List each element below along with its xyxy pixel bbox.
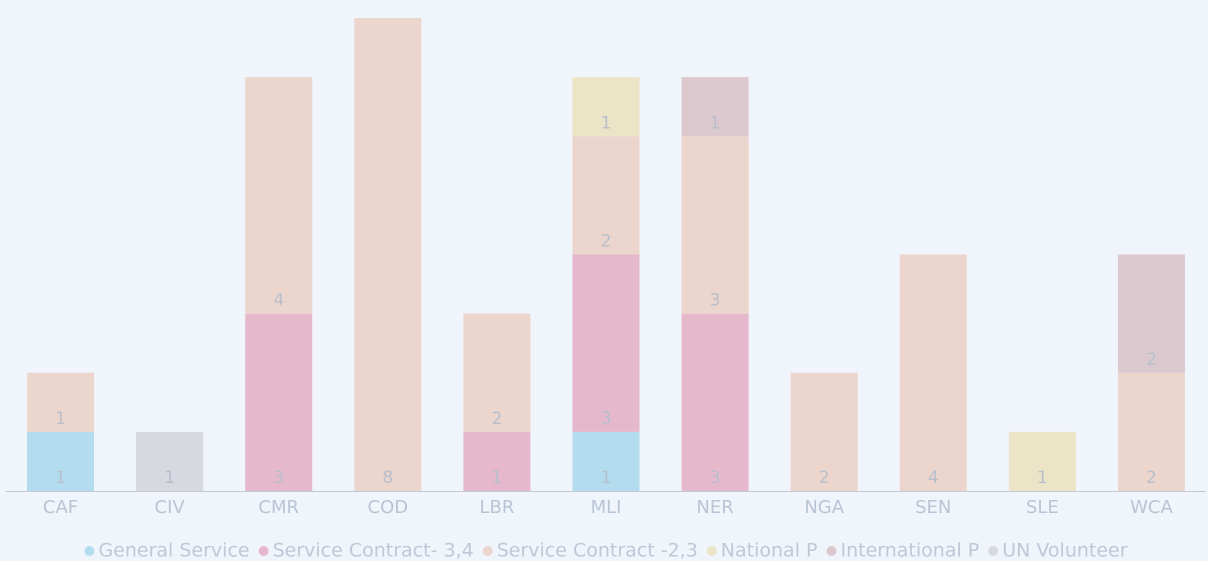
value-label: 4 (273, 291, 284, 311)
x-tick-label: NER (696, 497, 733, 518)
value-label: 8 (382, 468, 393, 488)
legend-label: General Service (98, 540, 249, 561)
x-tick-label: CIV (155, 497, 186, 518)
value-label: 3 (273, 468, 284, 488)
value-label: 1 (601, 113, 612, 133)
x-tick-label: CAF (43, 497, 78, 518)
value-label: 4 (928, 468, 939, 488)
legend-label: Service Contract- 3,4 (273, 540, 474, 561)
legend-label: UN Volunteer (1002, 540, 1127, 561)
bar-segment (572, 77, 640, 137)
x-tick-label: SLE (1026, 497, 1059, 518)
bar-segment (463, 431, 531, 491)
value-label: 2 (491, 409, 502, 429)
bar-segment (681, 136, 749, 314)
legend-label: International P (840, 540, 979, 561)
bar-segment (1117, 372, 1185, 491)
bar-segment (27, 431, 95, 491)
value-label: 1 (601, 468, 612, 488)
legend-marker (988, 546, 999, 556)
legend-marker (258, 546, 269, 556)
bar-segment (1008, 431, 1076, 491)
legend-marker (84, 546, 95, 556)
x-tick-label: WCA (1130, 497, 1173, 518)
value-label: 3 (710, 291, 721, 311)
bar-segment (463, 313, 531, 432)
value-label: 1 (55, 409, 66, 429)
x-tick-label: CMR (258, 497, 299, 518)
bar-segment (681, 77, 749, 137)
bar-segment (245, 77, 313, 314)
legend-label: Service Contract -2,3 (497, 540, 698, 561)
value-label: 1 (710, 113, 721, 133)
value-label: 1 (1037, 468, 1048, 488)
bar-segment (354, 18, 422, 491)
x-tick-label: COD (368, 497, 409, 518)
value-label: 1 (164, 468, 175, 488)
value-label: 2 (1146, 350, 1157, 370)
x-tick-label: SEN (915, 497, 951, 518)
bar-segment (136, 431, 204, 491)
bar-segment (245, 313, 313, 491)
bar-segment (27, 372, 95, 432)
value-label: 2 (819, 468, 830, 488)
value-label: 2 (601, 232, 612, 252)
bar-segment (681, 313, 749, 491)
value-label: 1 (55, 468, 66, 488)
value-label: 1 (491, 468, 502, 488)
value-label: 2 (1146, 468, 1157, 488)
x-tick-label: LBR (479, 497, 514, 518)
legend-label: National P (721, 540, 818, 561)
bar-segment (1117, 254, 1185, 373)
value-label: 3 (710, 468, 721, 488)
x-tick-label: NGA (804, 497, 844, 518)
bar-segment (572, 254, 640, 432)
bar-segment (899, 254, 967, 491)
value-label: 3 (601, 409, 612, 429)
bar-segment (790, 372, 858, 491)
legend-marker (826, 546, 837, 556)
x-tick-label: MLI (591, 497, 622, 518)
bar-segment (572, 431, 640, 491)
bar-segment (572, 136, 640, 255)
legend-marker (706, 546, 717, 556)
legend-marker (482, 546, 493, 556)
legend: General Service Service Contract- 3,4 Serv… (84, 540, 1128, 561)
